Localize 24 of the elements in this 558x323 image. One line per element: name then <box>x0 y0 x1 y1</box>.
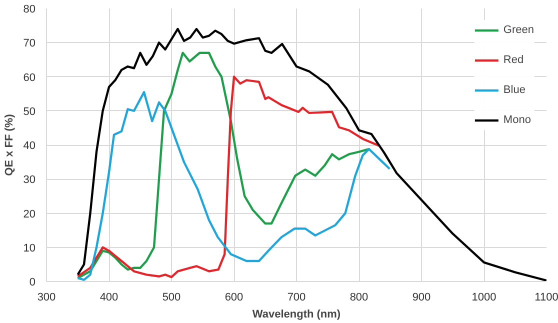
x-tick-label: 400 <box>100 292 118 304</box>
y-tick-label: 80 <box>23 4 36 16</box>
y-tick-label: 40 <box>23 140 36 152</box>
x-tick-label: 300 <box>37 292 56 304</box>
legend-label: Red <box>503 54 524 66</box>
x-tick-label: 1100 <box>534 292 558 304</box>
y-tick-label: 20 <box>23 208 36 220</box>
legend-label: Green <box>503 24 534 36</box>
y-tick-label: 70 <box>23 38 36 50</box>
y-tick-label: 10 <box>23 242 36 254</box>
y-tick-label: 30 <box>23 174 36 186</box>
legend-label: Mono <box>503 114 531 126</box>
y-tick-label: 50 <box>23 106 36 118</box>
legend-label: Blue <box>503 84 526 96</box>
x-tick-label: 500 <box>162 292 181 304</box>
y-tick-label: 0 <box>29 276 36 288</box>
y-axis-title: QE x FF (%) <box>3 114 16 176</box>
x-tick-label: 600 <box>224 292 244 304</box>
x-tick-label: 800 <box>350 292 368 304</box>
y-tick-label: 60 <box>23 72 36 84</box>
x-tick-label: 900 <box>412 292 431 304</box>
x-tick-label: 700 <box>287 292 306 304</box>
x-axis-title: Wavelength (nm) <box>252 308 341 320</box>
x-tick-label: 1000 <box>472 292 496 304</box>
